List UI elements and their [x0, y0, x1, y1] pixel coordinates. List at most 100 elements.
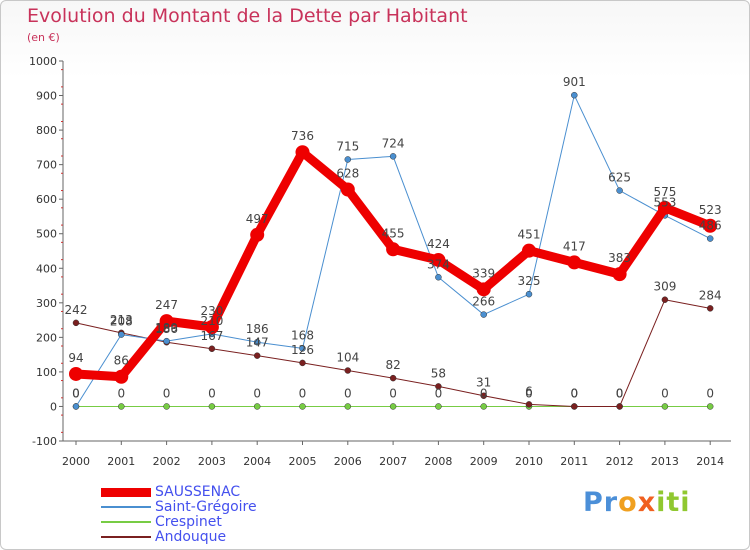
- data-label-saint-gregoire: 266: [472, 295, 495, 309]
- data-label-andouque: 58: [431, 366, 446, 380]
- y-tick-label: 600: [36, 193, 57, 206]
- y-tick-label: -100: [32, 435, 57, 448]
- y-tick-label: 1000: [29, 55, 57, 68]
- legend: SAUSSENAC Saint-Grégoire Crespinet Andou…: [101, 484, 321, 545]
- data-point-crespinet: [389, 403, 397, 410]
- data-point-andouque: [389, 374, 397, 382]
- data-point-saint-gregoire: [525, 290, 533, 298]
- data-label-andouque: 0: [616, 386, 624, 400]
- data-label-saint-gregoire: 901: [563, 75, 586, 89]
- x-tick-label: 2007: [379, 455, 407, 468]
- data-label-andouque: 213: [110, 313, 133, 327]
- y-tick-label: 0: [50, 400, 57, 413]
- y-tick-label: 900: [36, 90, 57, 103]
- data-label-saussenac: 736: [291, 129, 314, 143]
- data-point-saussenac: [204, 320, 219, 334]
- data-label-saint-gregoire: 715: [336, 139, 359, 153]
- data-label-andouque: 0: [570, 386, 578, 400]
- data-label-saint-gregoire: 186: [246, 322, 269, 336]
- data-label-crespinet: 0: [253, 386, 261, 400]
- data-label-saussenac: 247: [155, 298, 178, 312]
- data-label-saussenac: 230: [200, 304, 223, 318]
- data-label-saint-gregoire: 189: [155, 321, 178, 335]
- x-tick-label: 2008: [424, 455, 452, 468]
- x-tick-label: 2001: [107, 455, 135, 468]
- data-point-crespinet: [253, 403, 261, 410]
- x-tick-label: 2010: [515, 455, 543, 468]
- data-point-saussenac: [295, 145, 310, 160]
- legend-label-andouque: Andouque: [155, 529, 227, 545]
- legend-item-crespinet: Crespinet: [101, 514, 321, 530]
- y-tick-label: 800: [36, 124, 57, 137]
- legend-label-saussenac: SAUSSENAC: [155, 484, 241, 500]
- data-point-saussenac: [386, 242, 401, 257]
- data-point-saussenac: [657, 200, 672, 215]
- x-tick-label: 2011: [560, 455, 588, 468]
- data-point-crespinet: [435, 403, 442, 410]
- proxiti-logo: Proxiti: [583, 487, 691, 518]
- chart-subtitle: (en €): [27, 31, 60, 44]
- data-point-andouque: [299, 359, 306, 367]
- data-point-saint-gregoire: [571, 91, 578, 99]
- data-point-crespinet: [208, 403, 216, 410]
- data-point-andouque: [661, 296, 669, 303]
- data-label-crespinet: 0: [344, 386, 352, 400]
- data-label-andouque: 104: [336, 351, 359, 365]
- logo-letter: t: [666, 487, 681, 518]
- data-label-andouque: 309: [653, 280, 676, 294]
- data-point-saint-gregoire: [72, 403, 80, 410]
- data-label-saussenac: 383: [608, 251, 631, 265]
- data-point-saint-gregoire: [253, 338, 261, 346]
- x-tick-label: 2006: [334, 455, 362, 468]
- data-label-crespinet: 0: [389, 386, 397, 400]
- x-tick-label: 2002: [153, 455, 181, 468]
- data-label-crespinet: 0: [299, 386, 307, 400]
- data-label-saussenac: 451: [518, 228, 541, 242]
- data-label-andouque: 6: [525, 384, 533, 398]
- data-label-andouque: 284: [699, 288, 722, 302]
- x-tick-label: 2003: [198, 455, 226, 468]
- data-label-saint-gregoire: 210: [200, 314, 223, 328]
- data-label-crespinet: 0: [117, 386, 125, 400]
- legend-swatch-saint-gregoire: [101, 506, 151, 508]
- logo-letter: r: [603, 487, 619, 518]
- data-label-andouque: 167: [200, 329, 223, 343]
- logo-letter: o: [618, 487, 638, 518]
- data-label-saint-gregoire: 168: [291, 328, 314, 342]
- data-label-saussenac: 497: [246, 212, 269, 226]
- data-point-saussenac: [703, 218, 718, 233]
- legend-swatch-saussenac: [101, 488, 151, 497]
- data-point-saussenac: [250, 227, 265, 242]
- data-label-andouque: 31: [476, 376, 491, 390]
- data-point-saussenac: [476, 282, 491, 297]
- data-label-saussenac: 339: [472, 266, 495, 280]
- data-label-saussenac: 455: [382, 226, 405, 240]
- data-point-andouque: [72, 319, 80, 327]
- data-point-saint-gregoire: [389, 153, 397, 160]
- data-label-saint-gregoire: 325: [518, 274, 541, 288]
- logo-letter: P: [583, 487, 604, 518]
- legend-swatch-andouque: [101, 536, 151, 538]
- legend-item-saint-gregoire: Saint-Grégoire: [101, 499, 321, 515]
- data-label-crespinet: 0: [525, 386, 533, 400]
- data-point-andouque: [208, 345, 216, 353]
- data-label-crespinet: 0: [72, 386, 80, 400]
- data-label-andouque: 186: [155, 322, 178, 336]
- data-label-saussenac: 417: [563, 239, 586, 253]
- data-label-saussenac: 86: [114, 354, 129, 368]
- legend-label-crespinet: Crespinet: [155, 514, 222, 530]
- data-point-andouque: [525, 401, 533, 408]
- data-label-saint-gregoire: 486: [699, 219, 722, 233]
- legend-item-saussenac: SAUSSENAC: [101, 484, 321, 500]
- data-point-saint-gregoire: [616, 187, 623, 194]
- x-tick-label: 2004: [243, 455, 271, 468]
- data-label-saint-gregoire: 625: [608, 171, 631, 185]
- data-point-saussenac: [114, 369, 129, 384]
- data-label-saussenac: 575: [653, 185, 676, 199]
- data-point-saussenac: [612, 267, 627, 282]
- logo-letter: i: [680, 487, 691, 518]
- x-tick-label: 2013: [651, 455, 679, 468]
- data-point-andouque: [344, 367, 352, 374]
